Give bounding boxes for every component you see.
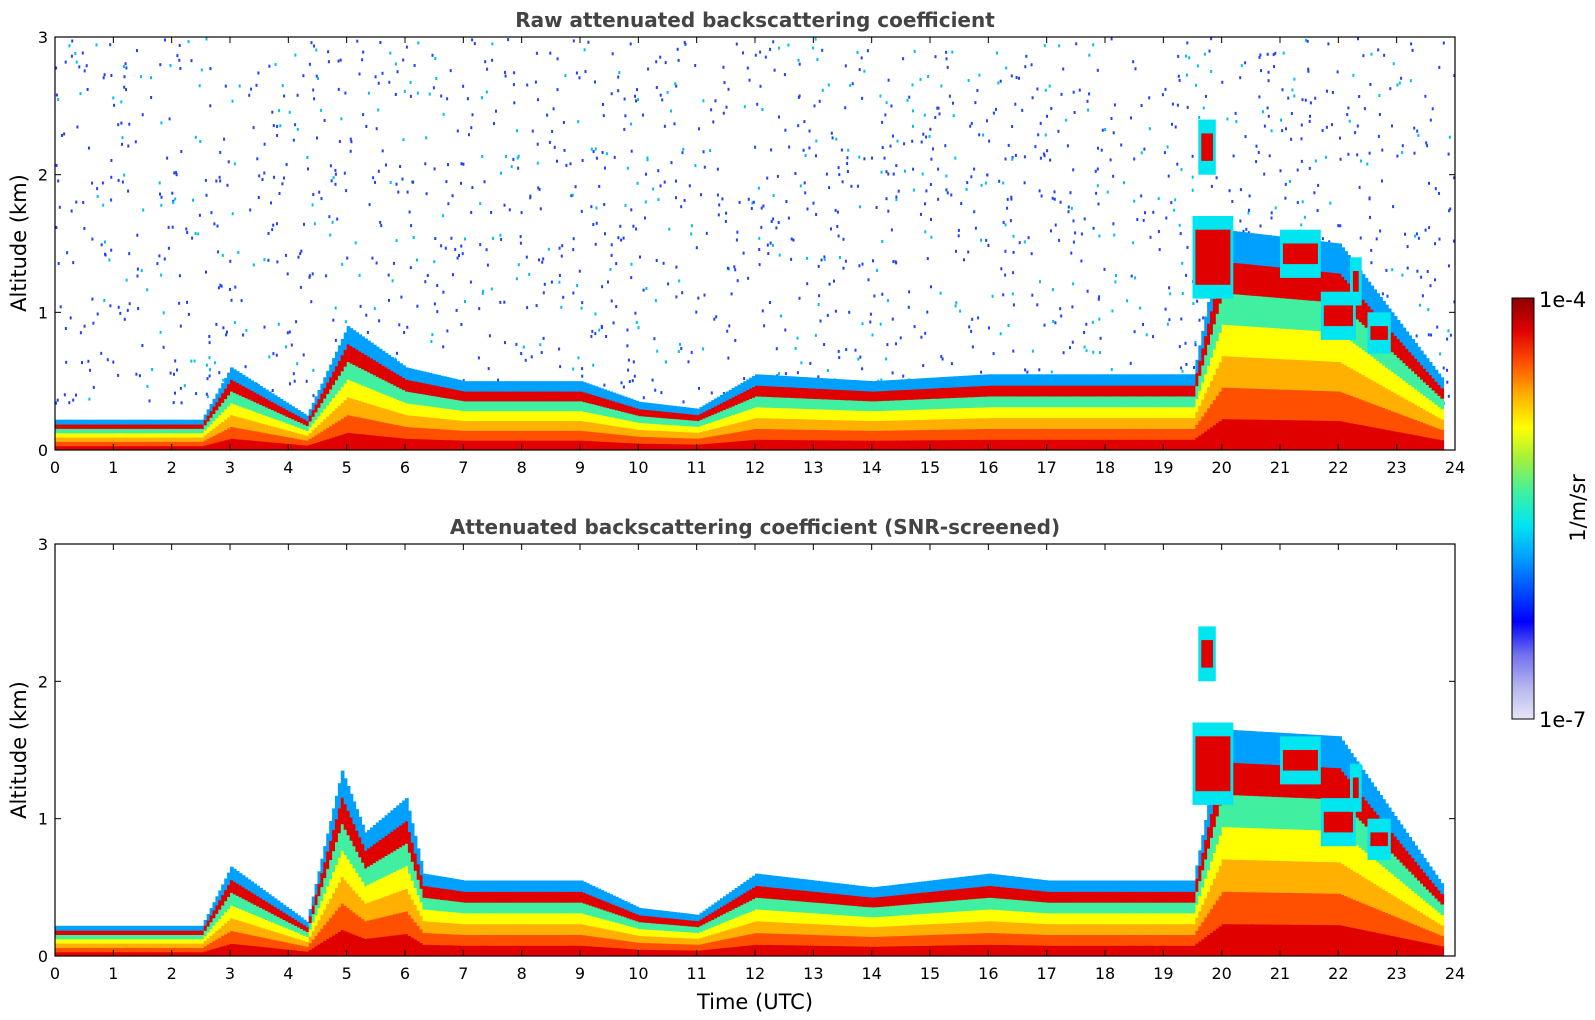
x-tick-label-raw-2: 2	[167, 458, 177, 477]
x-tick-label-raw-12: 12	[745, 458, 765, 477]
x-tick-label-screened-3: 3	[225, 964, 235, 983]
x-tick-label-raw-7: 7	[458, 458, 468, 477]
x-tick-label-screened-11: 11	[686, 964, 706, 983]
cloud-patch-screened-5	[1367, 818, 1391, 860]
x-tick-label-screened-16: 16	[978, 964, 998, 983]
cloud-patch-raw-4	[1350, 257, 1362, 306]
ylabel-screened: Altitude (km)	[7, 681, 31, 819]
colorbar: 1e-4 1e-7 1/m/sr	[1511, 288, 1590, 732]
x-tick-label-raw-1: 1	[108, 458, 118, 477]
x-tick-label-screened-20: 20	[1211, 964, 1231, 983]
x-tick-label-screened-5: 5	[342, 964, 352, 983]
axis-ticks-raw: 0 1 2 3 4 5 6 7 8 9 10 11 12 13 14 15 16 17 18 19 20 21 22 23 24…	[38, 28, 1465, 477]
x-tick-label-raw-18: 18	[1095, 458, 1115, 477]
colorbar-max-label: 1e-4	[1539, 288, 1586, 312]
x-tick-label-screened-17: 17	[1036, 964, 1056, 983]
y-tick-label-raw-3: 3	[38, 28, 48, 47]
x-tick-label-raw-0: 0	[50, 458, 60, 477]
panel-raw: Raw attenuated backscattering coefficien…	[7, 8, 1465, 477]
cloud-patch-screened-0	[1192, 722, 1234, 805]
x-tick-label-raw-22: 22	[1328, 458, 1348, 477]
x-tick-label-screened-8: 8	[517, 964, 527, 983]
xlabel-screened: Time (UTC)	[696, 990, 813, 1014]
x-tick-label-screened-10: 10	[628, 964, 648, 983]
heatmap-raw	[55, 37, 1455, 450]
x-tick-label-screened-21: 21	[1270, 964, 1290, 983]
x-tick-label-raw-13: 13	[803, 458, 823, 477]
x-tick-label-screened-15: 15	[920, 964, 940, 983]
x-tick-label-screened-4: 4	[283, 964, 293, 983]
panel-title-raw: Raw attenuated backscattering coefficien…	[515, 8, 995, 32]
x-tick-label-raw-3: 3	[225, 458, 235, 477]
x-tick-label-raw-16: 16	[978, 458, 998, 477]
x-tick-label-raw-20: 20	[1211, 458, 1231, 477]
x-tick-label-raw-21: 21	[1270, 458, 1290, 477]
y-tick-label-raw-0: 0	[38, 441, 48, 460]
x-tick-label-screened-24: 24	[1445, 964, 1465, 983]
x-tick-label-raw-24: 24	[1445, 458, 1465, 477]
x-tick-label-raw-10: 10	[628, 458, 648, 477]
cloud-patch-screened-3	[1320, 798, 1356, 847]
panel-title-screened: Attenuated backscattering coefficient (S…	[450, 515, 1060, 539]
x-tick-label-screened-23: 23	[1386, 964, 1406, 983]
cloud-patch-screened-2	[1280, 736, 1321, 785]
axis-ticks-screened: 0 1 2 3 4 5 6 7 8 9 10 11 12 13 14 15 16 17 18 19 20 21 22 23 24…	[38, 535, 1465, 983]
x-tick-label-raw-9: 9	[575, 458, 585, 477]
cloud-patch-screened-1	[1198, 626, 1216, 682]
x-tick-label-raw-11: 11	[686, 458, 706, 477]
cloud-patch-raw-1	[1198, 119, 1216, 175]
x-tick-label-screened-7: 7	[458, 964, 468, 983]
heatmap-screened	[55, 544, 1455, 956]
x-tick-label-screened-2: 2	[167, 964, 177, 983]
x-tick-label-raw-23: 23	[1386, 458, 1406, 477]
panel-screened: Attenuated backscattering coefficient (S…	[7, 515, 1465, 1014]
noise-speckle-raw	[55, 37, 1455, 412]
x-tick-label-screened-0: 0	[50, 964, 60, 983]
y-tick-label-screened-0: 0	[38, 947, 48, 966]
x-tick-label-screened-19: 19	[1153, 964, 1173, 983]
y-tick-label-screened-2: 2	[38, 672, 48, 691]
y-tick-label-screened-1: 1	[38, 810, 48, 829]
x-tick-label-raw-8: 8	[517, 458, 527, 477]
cloud-patch-raw-3	[1320, 291, 1356, 340]
x-tick-label-screened-13: 13	[803, 964, 823, 983]
x-tick-label-raw-6: 6	[400, 458, 410, 477]
x-tick-label-raw-14: 14	[861, 458, 881, 477]
x-tick-label-raw-5: 5	[342, 458, 352, 477]
x-tick-label-raw-19: 19	[1153, 458, 1173, 477]
x-tick-label-screened-14: 14	[861, 964, 881, 983]
x-tick-label-screened-18: 18	[1095, 964, 1115, 983]
x-tick-label-screened-12: 12	[745, 964, 765, 983]
colorbar-min-label: 1e-7	[1539, 708, 1586, 732]
cloud-patch-raw-0	[1192, 216, 1234, 299]
y-tick-label-raw-2: 2	[38, 166, 48, 185]
cloud-patch-screened-4	[1350, 763, 1362, 812]
x-tick-label-raw-17: 17	[1036, 458, 1056, 477]
x-tick-label-screened-22: 22	[1328, 964, 1348, 983]
x-tick-label-screened-9: 9	[575, 964, 585, 983]
ylabel-raw: Altitude (km)	[7, 174, 31, 312]
colorbar-unit-label: 1/m/sr	[1566, 474, 1590, 542]
colorbar-gradient	[1511, 297, 1535, 720]
x-tick-label-raw-4: 4	[283, 458, 293, 477]
x-tick-label-raw-15: 15	[920, 458, 940, 477]
cloud-patch-raw-2	[1280, 229, 1321, 278]
x-tick-label-screened-1: 1	[108, 964, 118, 983]
x-tick-label-screened-6: 6	[400, 964, 410, 983]
y-tick-label-screened-3: 3	[38, 535, 48, 554]
cloud-patch-raw-5	[1367, 312, 1391, 354]
y-tick-label-raw-1: 1	[38, 303, 48, 322]
